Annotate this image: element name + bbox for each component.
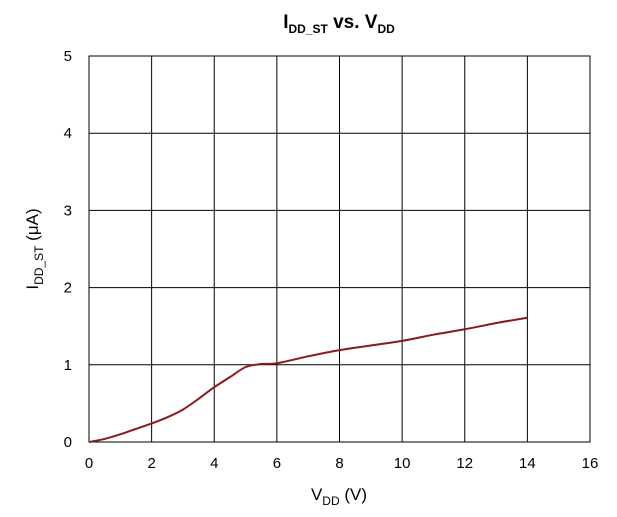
x-tick-label: 12 [456, 455, 473, 472]
y-axis-ticks: 0 1 2 3 4 5 [64, 48, 72, 451]
x-tick-label: 14 [519, 455, 536, 472]
y-tick-label: 2 [64, 280, 72, 297]
plot-area-border [88, 55, 591, 443]
series-line [88, 316, 528, 443]
x-tick-label: 10 [394, 455, 411, 472]
y-tick-label: 0 [64, 434, 72, 451]
y-tick-label: 1 [64, 357, 72, 374]
y-axis-label: IDD_ST (μA) [23, 208, 46, 289]
y-tick-label: 3 [64, 202, 72, 219]
grid [88, 55, 591, 443]
y-tick-label: 5 [64, 48, 72, 65]
x-tick-label: 8 [335, 455, 343, 472]
x-tick-label: 16 [582, 455, 599, 472]
x-tick-label: 4 [210, 455, 218, 472]
x-axis-ticks: 0 2 4 6 8 10 12 14 16 [85, 455, 599, 472]
y-tick-label: 4 [64, 125, 72, 142]
x-axis-label: VDD (V) [311, 485, 367, 508]
x-tick-label: 2 [147, 455, 155, 472]
x-tick-label: 0 [85, 455, 93, 472]
chart-title: IDD_ST vs. VDD [283, 12, 395, 36]
x-tick-label: 6 [273, 455, 281, 472]
